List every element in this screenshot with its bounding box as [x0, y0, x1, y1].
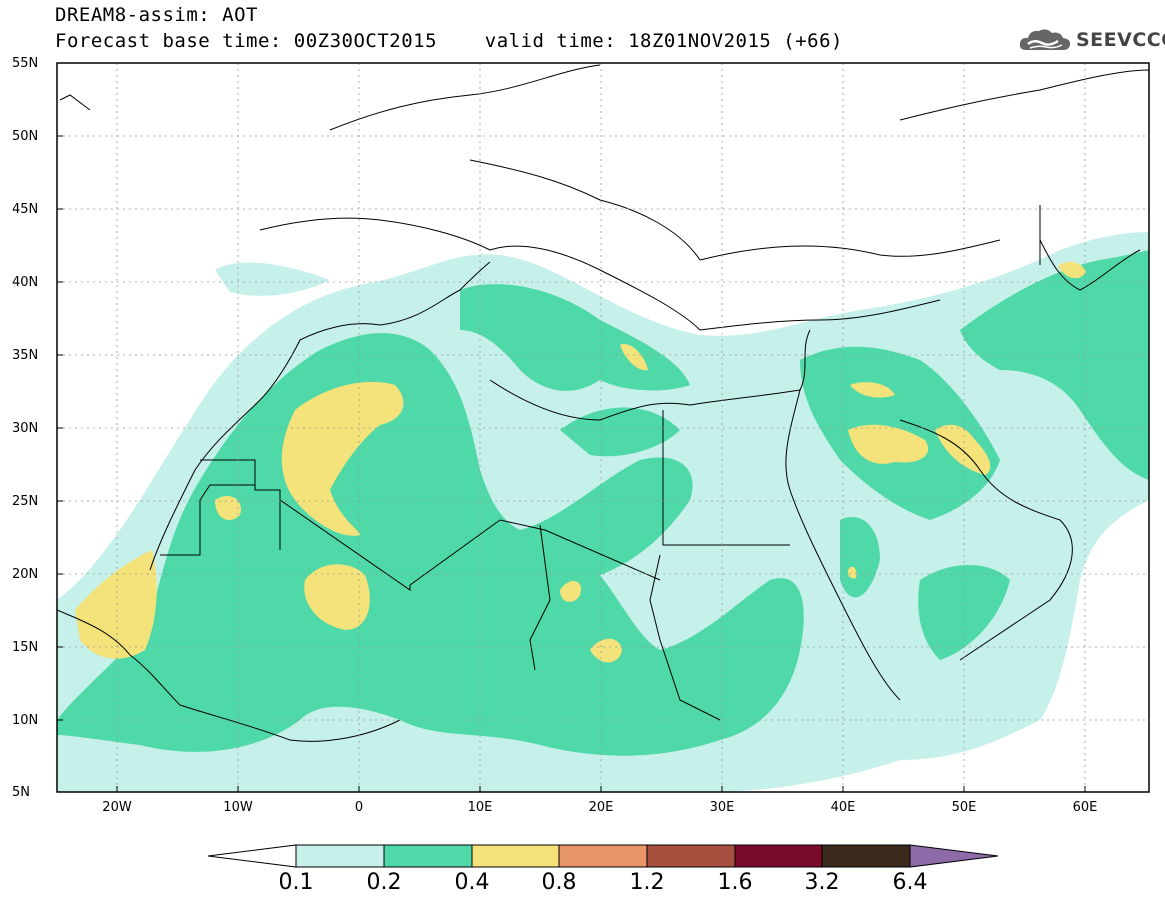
colorbar-label: 1.6: [717, 870, 753, 895]
lon-label: 60E: [1072, 800, 1098, 815]
forecast-times: Forecast base time: 00Z30OCT2015 valid t…: [55, 30, 843, 52]
lat-label: 25N: [12, 494, 39, 509]
lat-label: 15N: [12, 640, 39, 655]
colorbar-label: 0.2: [366, 870, 402, 895]
lon-label: 10E: [467, 800, 493, 815]
colorbar: [207, 844, 999, 868]
lat-label: 5N: [12, 785, 30, 800]
lon-label: 20E: [588, 800, 614, 815]
colorbar-label: 0.8: [541, 870, 577, 895]
cloud-icon: [1019, 29, 1071, 50]
colorbar-swatch: [295, 844, 385, 868]
aot-shading: [57, 232, 1149, 792]
colorbar-swatch: [383, 844, 473, 868]
colorbar-swatch: [646, 844, 736, 868]
colorbar-label: 0.1: [278, 870, 314, 895]
logo-text: SEEVCCC: [1076, 29, 1165, 51]
lat-label: 50N: [12, 129, 39, 144]
colorbar-label: 0.4: [454, 870, 490, 895]
colorbar-swatch: [821, 844, 911, 868]
lat-label: 55N: [12, 56, 39, 71]
lat-label: 40N: [12, 275, 39, 290]
seevccc-logo: SEEVCCC: [1018, 26, 1165, 54]
graticule: [57, 63, 1149, 792]
lat-label: 30N: [12, 421, 39, 436]
colorbar-over-arrow: [909, 844, 999, 868]
lat-label: 35N: [12, 348, 39, 363]
lon-label: 20W: [102, 800, 132, 815]
colorbar-label: 6.4: [892, 870, 928, 895]
lon-label: 0: [354, 800, 364, 815]
lat-label: 45N: [12, 202, 39, 217]
colorbar-swatch: [734, 844, 823, 868]
lon-label: 50E: [951, 800, 977, 815]
coastlines: [57, 64, 1149, 742]
axis-ticks: [57, 62, 1086, 792]
lat-label: 20N: [12, 567, 39, 582]
chart-title: DREAM8-assim: AOT: [55, 4, 258, 26]
colorbar-swatch: [471, 844, 560, 868]
lon-label: 40E: [830, 800, 856, 815]
colorbar-label: 1.2: [629, 870, 665, 895]
lon-label: 10W: [223, 800, 253, 815]
lon-label: 30E: [709, 800, 735, 815]
lat-label: 10N: [12, 713, 39, 728]
colorbar-swatch: [558, 844, 648, 868]
colorbar-label: 3.2: [804, 870, 840, 895]
colorbar-under-arrow: [207, 844, 297, 868]
